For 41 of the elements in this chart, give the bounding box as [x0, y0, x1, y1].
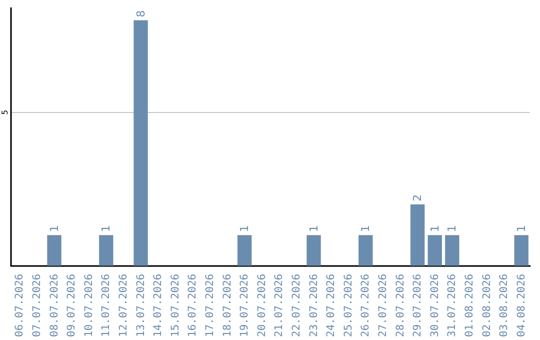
x-tick-label: 23.07.2026 — [308, 274, 320, 338]
x-tick-label: 17.07.2026 — [204, 274, 216, 338]
x-tick-label: 14.07.2026 — [152, 274, 164, 338]
data-label: 2 — [411, 194, 424, 202]
x-tick-label: 29.07.2026 — [412, 274, 424, 338]
x-tick-label: 01.08.2026 — [463, 274, 476, 338]
x-tick-label: 11.07.2026 — [100, 274, 112, 338]
data-label: 1 — [238, 225, 252, 232]
x-tick-label: 24.07.2026 — [325, 274, 338, 338]
x-tick-label: 19.07.2026 — [238, 274, 251, 338]
x-tick-label: 12.07.2026 — [117, 274, 130, 338]
x-tick-label: 08.07.2026 — [48, 274, 60, 338]
y-tick-label: 5 — [0, 110, 10, 115]
data-label: 1 — [100, 225, 113, 232]
x-tick-label: 27.07.2026 — [376, 274, 389, 338]
data-label: 1 — [48, 225, 61, 232]
x-tick-label: 09.07.2026 — [66, 274, 78, 338]
x-tick-label: 02.08.2026 — [480, 274, 493, 338]
x-tick-label: 20.07.2026 — [256, 274, 268, 338]
x-tick-label: 15.07.2026 — [169, 274, 182, 338]
data-label: 1 — [359, 225, 372, 232]
x-tick-label: 03.08.2026 — [498, 274, 510, 338]
x-tick-label: 07.07.2026 — [30, 274, 43, 338]
x-tick-label: 18.07.2026 — [221, 274, 234, 338]
x-tick-label: 21.07.2026 — [273, 274, 286, 338]
data-label: 8 — [134, 10, 148, 18]
x-tick-label: 25.07.2026 — [342, 274, 354, 338]
x-tick-label: 04.08.2026 — [515, 274, 528, 338]
x-tick-label: 26.07.2026 — [360, 274, 372, 338]
x-tick-label: 28.07.2026 — [394, 274, 406, 338]
x-tick-label: 22.07.2026 — [290, 274, 302, 338]
x-tick-label: 30.07.2026 — [428, 274, 441, 338]
x-tick-label: 16.07.2026 — [186, 274, 199, 338]
data-label: 1 — [428, 225, 442, 232]
x-tick-label: 06.07.2026 — [14, 274, 26, 338]
x-tick-label: 10.07.2026 — [82, 274, 95, 338]
data-label: 1 — [307, 225, 320, 232]
data-label: 1 — [514, 225, 528, 232]
x-tick-label: 13.07.2026 — [134, 274, 147, 338]
x-tick-label: 31.07.2026 — [446, 274, 458, 338]
data-label: 1 — [446, 225, 459, 232]
